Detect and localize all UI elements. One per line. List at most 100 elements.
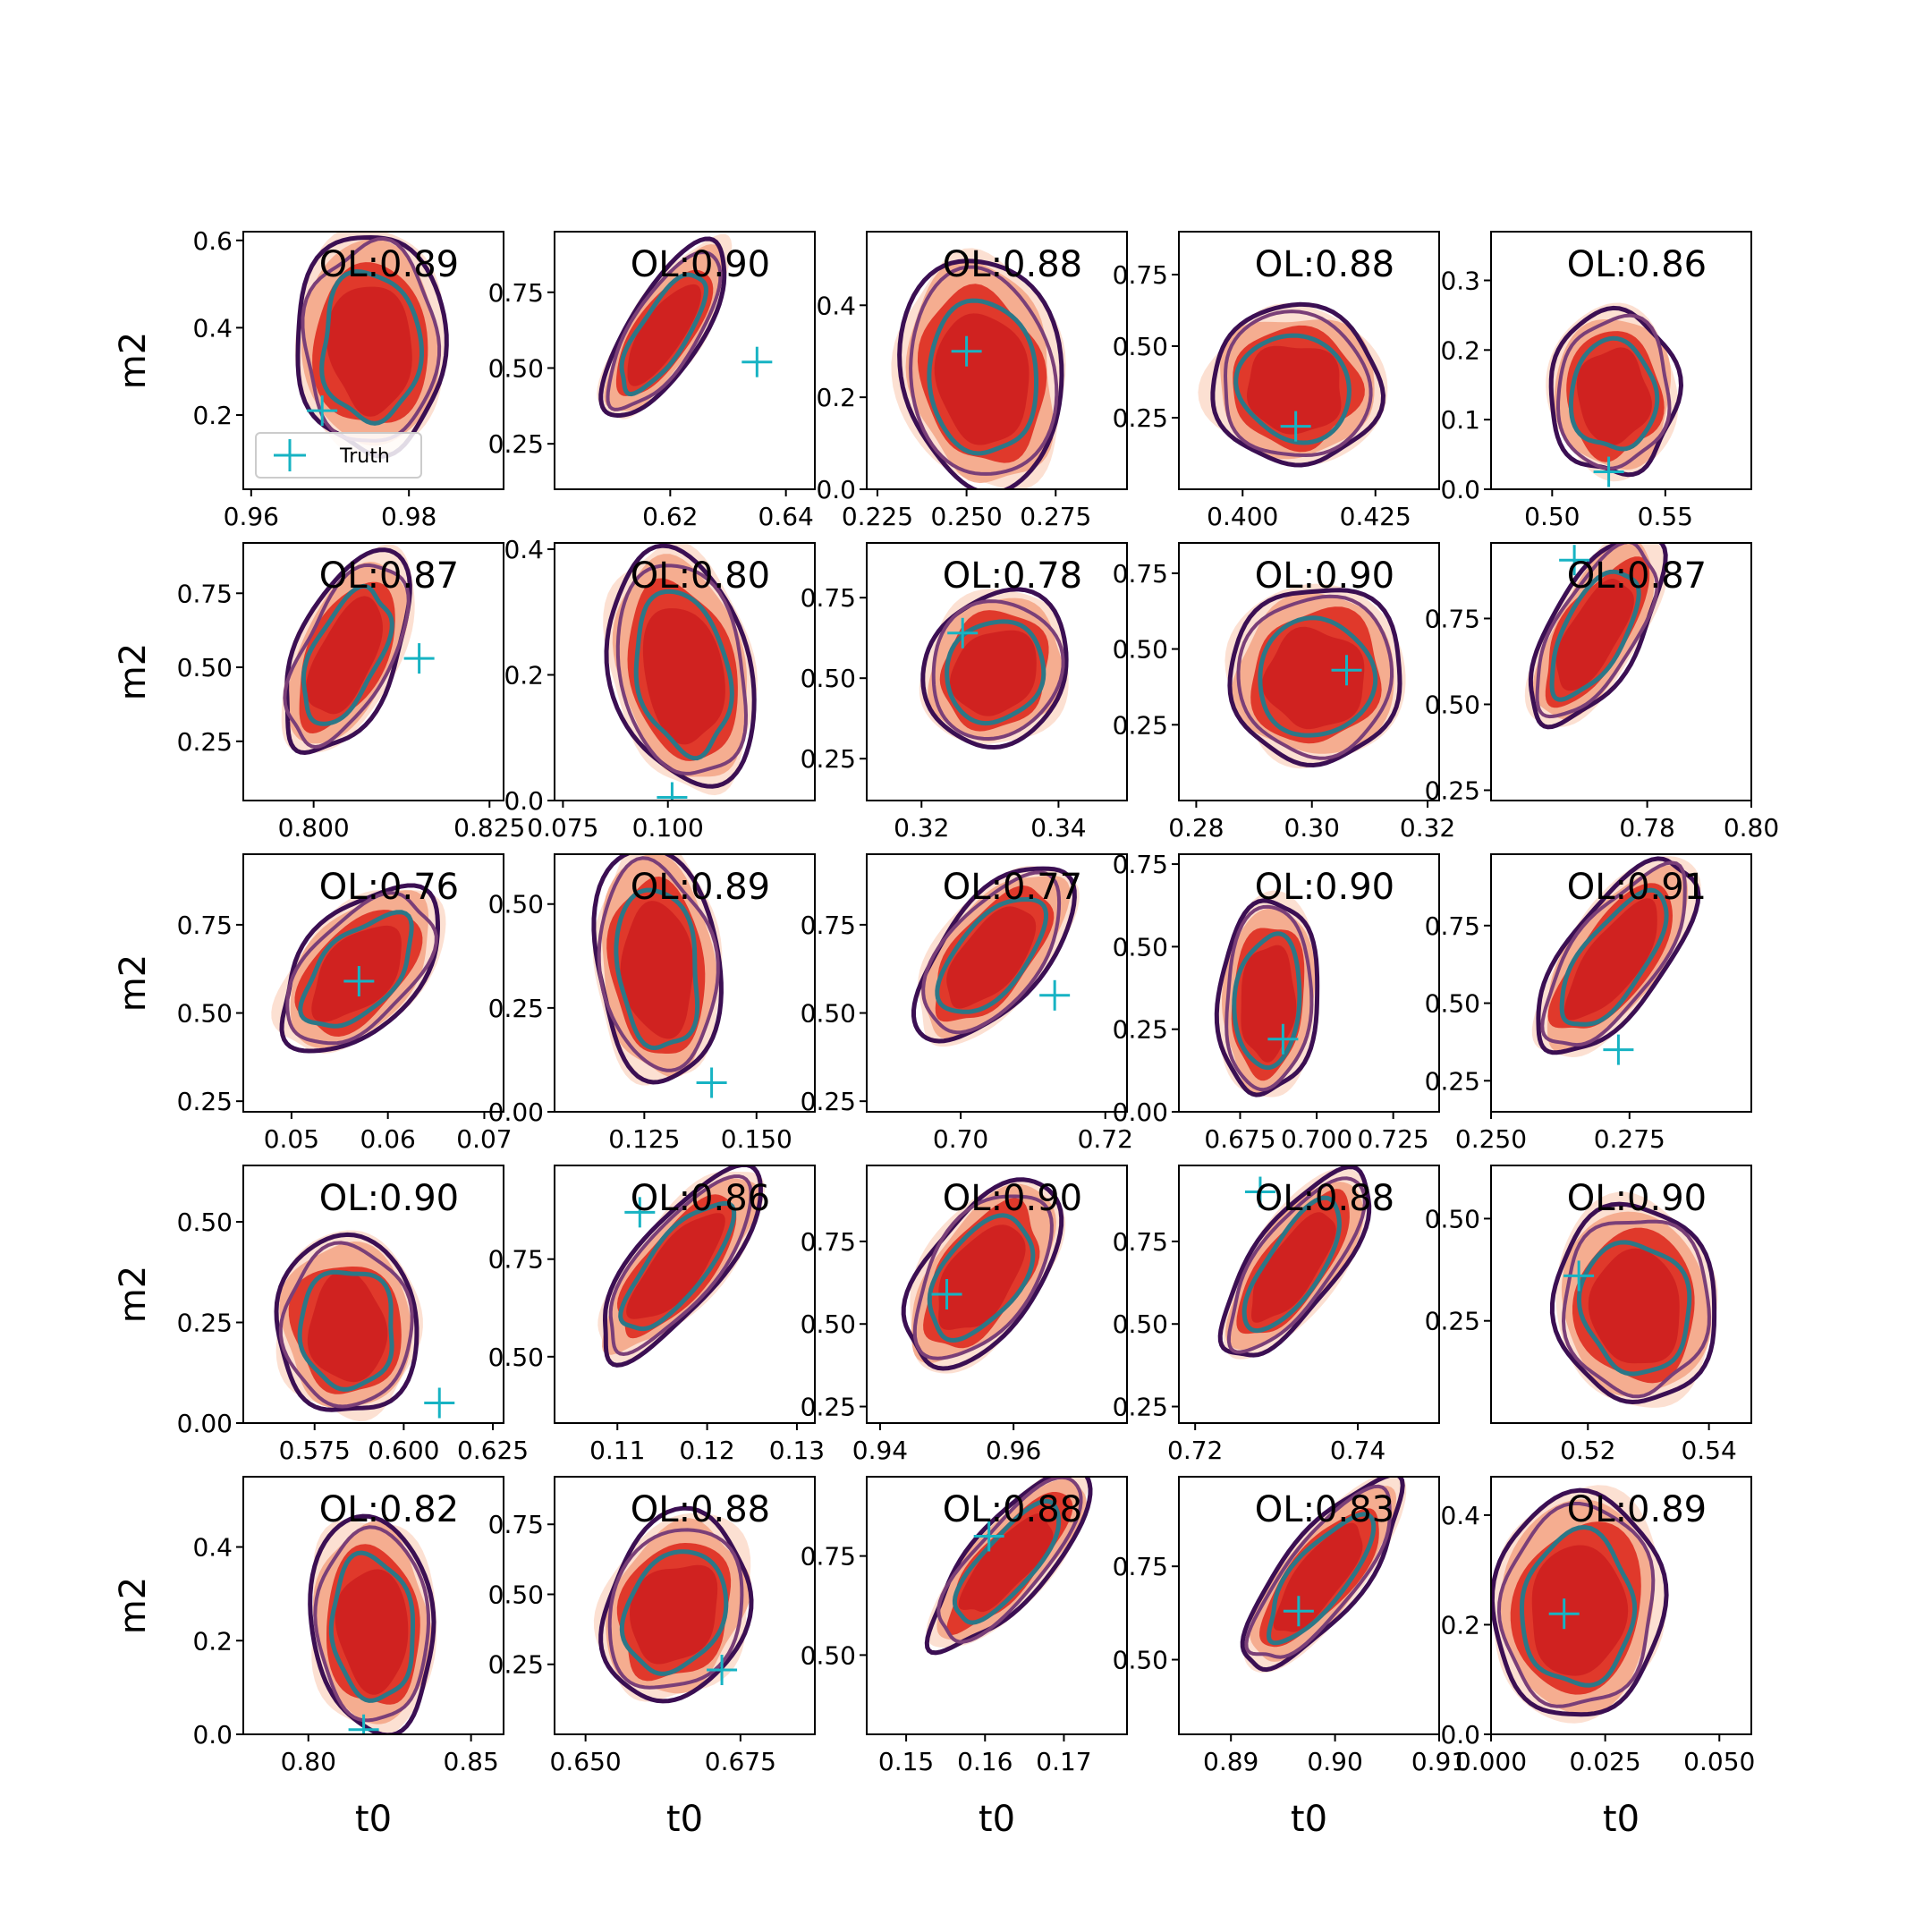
contour-outer [1217, 1165, 1372, 1358]
density-fill-core [958, 1513, 1054, 1613]
density-fill-core [1563, 898, 1657, 1021]
x-tick-label: 0.075 [527, 813, 598, 843]
panel: 0.675 0.700 0.725 0.00 0.25 0.50 0.75 OL:0.90 [1113, 850, 1440, 1154]
panel: 0.125 0.150 0.00 0.25 0.50 OL:0.89 [488, 853, 816, 1154]
contour-inner [301, 583, 394, 726]
x-tick-label: 0.225 [842, 502, 913, 531]
density-fill-core [949, 630, 1037, 716]
x-tick-label: 0.575 [279, 1436, 351, 1465]
x-tick-label: 0.425 [1340, 502, 1411, 531]
contour-inner [619, 272, 709, 397]
x-tick-label: 0.64 [758, 502, 813, 531]
truth-marker [307, 395, 338, 427]
panel-frame [242, 1476, 504, 1735]
density-fill-core [307, 1270, 388, 1383]
y-tick-label: 0.25 [1425, 1066, 1480, 1096]
x-tick-label: 0.89 [1203, 1747, 1258, 1776]
contour-mid [1555, 313, 1672, 470]
truth-marker [1559, 545, 1590, 576]
x-tick-label: 0.650 [550, 1747, 622, 1776]
overlap-label: OL:0.91 [1567, 867, 1707, 908]
y-tick-label: 0.25 [801, 1393, 856, 1422]
overlap-label: OL:0.90 [1255, 555, 1394, 597]
truth-marker [1593, 456, 1624, 487]
overlap-label: OL:0.77 [943, 867, 1082, 908]
y-tick-label: 0.75 [801, 911, 856, 940]
panel: 0.72 0.74 0.25 0.50 0.75 OL:0.88 [1113, 1165, 1440, 1465]
x-tick-label: 0.000 [1455, 1747, 1527, 1776]
y-axis-label: m2 [113, 643, 154, 700]
contour-outer [901, 1177, 1064, 1371]
panel-density [1491, 1485, 1669, 1724]
y-tick-label: 0.50 [177, 653, 233, 682]
y-tick-label: 0.25 [1113, 1015, 1168, 1045]
x-tick-label: 0.80 [1724, 813, 1779, 843]
x-tick-label: 0.62 [642, 502, 698, 531]
truth-marker [947, 617, 979, 648]
x-tick-label: 0.250 [1455, 1124, 1527, 1154]
truth-marker [973, 1521, 1004, 1552]
x-tick-label: 0.50 [1524, 502, 1580, 531]
density-fill-core [1247, 345, 1342, 435]
contour-outer [1240, 1477, 1405, 1673]
x-tick-label: 0.54 [1681, 1436, 1736, 1465]
x-tick-label: 0.72 [1167, 1436, 1223, 1465]
density-fill-core [946, 906, 1037, 1009]
contour-outer [602, 1165, 763, 1368]
y-tick-label: 0.00 [177, 1409, 233, 1438]
truth-marker [1331, 655, 1362, 686]
x-tick-label: 0.13 [769, 1436, 825, 1465]
contour-outer [897, 258, 1064, 489]
density-fill-core [1261, 626, 1365, 730]
contour-inner [935, 896, 1049, 1014]
panel-density [1198, 301, 1388, 468]
y-tick-label: 0.0 [1440, 475, 1480, 504]
y-tick-label: 0.50 [801, 1309, 856, 1339]
overlap-label: OL:0.78 [943, 555, 1082, 597]
contour-mid [1223, 309, 1373, 458]
panel-frame [1490, 1476, 1752, 1735]
contour-inner [298, 910, 414, 1029]
x-axis-label: t0 [355, 1799, 392, 1840]
y-tick-label: 0.0 [1440, 1720, 1480, 1750]
y-tick-label: 0.4 [504, 535, 544, 564]
contour-mid [1226, 1176, 1367, 1354]
density-fill-core [335, 1569, 409, 1695]
panel: 0.94 0.96 0.25 0.50 0.75 OL:0.90 [801, 1165, 1128, 1465]
panel-density [597, 1165, 766, 1368]
y-tick-label: 0.50 [1113, 1646, 1168, 1675]
y-tick-label: 0.1 [1440, 405, 1480, 435]
contour-inner [319, 269, 425, 426]
contour-inner [328, 1550, 415, 1703]
overlap-label: OL:0.86 [631, 1178, 770, 1219]
y-tick-label: 0.75 [1113, 850, 1168, 879]
panel: 0.62 0.64 0.25 0.50 0.75 OL:0.90 [488, 231, 816, 531]
contour-mid [1244, 1484, 1392, 1659]
contour-outer [1227, 588, 1402, 768]
overlap-label: OL:0.90 [631, 244, 770, 285]
density-fill-core [934, 313, 1030, 445]
contour-mid [931, 599, 1065, 741]
density-fill-core [305, 596, 383, 715]
panel-density [591, 854, 727, 1098]
contour-mid [283, 563, 411, 750]
panel-density [593, 1505, 754, 1704]
y-tick-label: 0.4 [1440, 1501, 1480, 1530]
x-tick-label: 0.275 [1594, 1124, 1665, 1154]
overlap-label: OL:0.88 [1255, 1178, 1394, 1219]
contour-mid [936, 1477, 1083, 1644]
panel: 0.78 0.80 0.25 0.50 0.75 OL:0.87 [1425, 542, 1779, 843]
overlap-label: OL:0.83 [1255, 1489, 1394, 1530]
contour-outer [279, 883, 441, 1054]
contour-inner [945, 619, 1046, 726]
y-tick-label: 0.2 [192, 1626, 233, 1656]
y-axis-label: m2 [113, 1266, 154, 1323]
panel-density [308, 1513, 437, 1734]
y-tick-label: 0.4 [816, 291, 856, 320]
x-tick-label: 0.34 [1030, 813, 1086, 843]
panel-frame [554, 1165, 816, 1424]
contour-inner [297, 1269, 394, 1392]
overlap-label: OL:0.88 [943, 244, 1082, 285]
y-tick-label: 0.0 [504, 786, 544, 816]
panel: 0.89 0.90 0.91 0.50 0.75 OL:0.83 t0 [1113, 1476, 1467, 1840]
